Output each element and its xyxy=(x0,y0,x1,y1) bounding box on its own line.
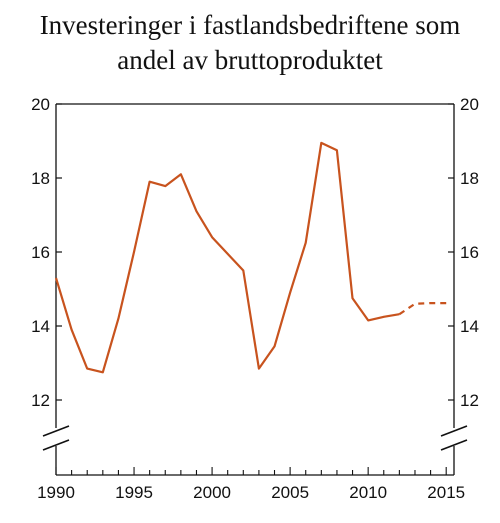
y-tick-label-left: 18 xyxy=(31,169,50,188)
y-tick-label-left: 12 xyxy=(31,391,50,410)
axis-break-mark-left-2 xyxy=(42,439,70,451)
y-tick-label-left: 16 xyxy=(31,243,50,262)
series-line-solid xyxy=(54,141,400,374)
x-tick-label: 2010 xyxy=(349,483,387,502)
series-line-dashed xyxy=(398,302,447,316)
y-tick-label-right: 12 xyxy=(460,391,479,410)
y-tick-label-right: 20 xyxy=(460,95,479,114)
chart-title-line-1: Investeringer i fastlandsbedriftene som xyxy=(39,10,461,40)
axis-break-mark-right-2 xyxy=(440,439,468,451)
x-tick-label: 2005 xyxy=(271,483,309,502)
axis-break-mark-right-1 xyxy=(440,425,468,437)
y-tick-label-right: 16 xyxy=(460,243,479,262)
x-tick-label: 1995 xyxy=(115,483,153,502)
y-tick-label-right: 14 xyxy=(460,317,479,336)
x-tick-label: 2000 xyxy=(193,483,231,502)
y-tick-label-left: 14 xyxy=(31,317,50,336)
chart-title: Investeringer i fastlandsbedriftene som … xyxy=(0,8,500,78)
x-tick-label: 2015 xyxy=(427,483,465,502)
y-tick-label-right: 18 xyxy=(460,169,479,188)
axis-break-mark-left-1 xyxy=(42,425,70,437)
y-tick-label-left: 20 xyxy=(31,95,50,114)
x-tick-label: 1990 xyxy=(37,483,75,502)
chart-title-line-2: andel av bruttoproduktet xyxy=(117,45,383,75)
